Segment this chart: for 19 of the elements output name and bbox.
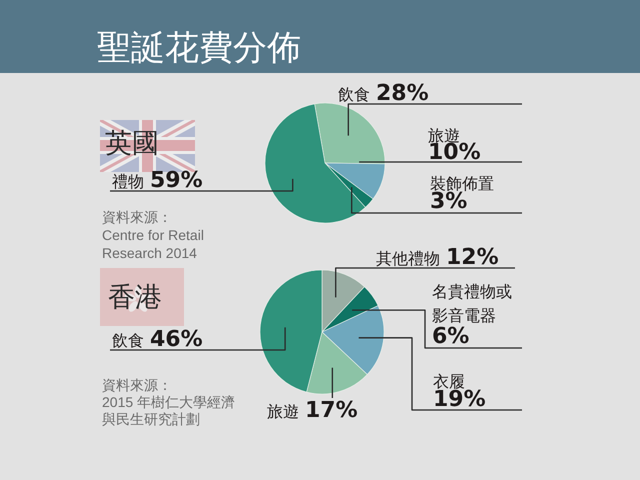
- source-note: 資料來源：Centre for Retail Research 2014: [102, 209, 204, 261]
- data-label: 59%: [150, 168, 203, 193]
- slice-label: 旅遊: [267, 402, 299, 421]
- data-label: 28%: [376, 81, 429, 106]
- source-note: 資料來源：2015 年樹仁大學經濟與民生研究計劃: [102, 377, 236, 427]
- data-label: 17%: [305, 398, 358, 423]
- text: 香港: [108, 282, 162, 313]
- data-label: 12%: [446, 245, 499, 270]
- slice-label: 名貴禮物或影音電器: [432, 282, 512, 325]
- data-label: 46%: [150, 327, 203, 352]
- data-label: 6%: [432, 324, 470, 349]
- text: 英國: [105, 128, 159, 159]
- slice-label: 禮物: [112, 172, 144, 191]
- chart-title: 聖誕花費分佈: [97, 30, 301, 67]
- slice-label: 其他禮物: [376, 249, 440, 268]
- slice-label: 飲食: [112, 331, 144, 350]
- slice-label: 衣履: [433, 372, 465, 391]
- slice-label: 裝飾佈置: [430, 174, 494, 193]
- slice-label: 飲食: [338, 85, 370, 104]
